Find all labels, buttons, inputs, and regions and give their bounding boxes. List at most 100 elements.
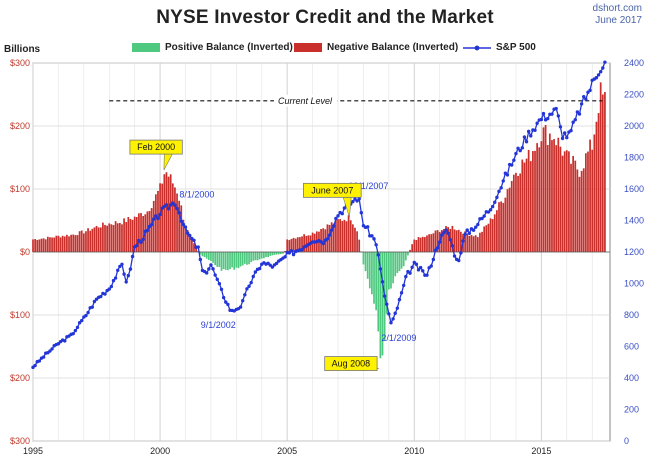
credit-bar bbox=[121, 224, 123, 252]
credit-bar bbox=[169, 174, 172, 252]
credit-bar bbox=[343, 219, 346, 252]
credit-bar bbox=[504, 197, 507, 252]
sp500-point bbox=[355, 199, 359, 203]
credit-bar bbox=[385, 252, 388, 314]
credit-bar bbox=[519, 173, 522, 252]
credit-bar bbox=[351, 224, 354, 252]
sp500-point bbox=[450, 244, 455, 248]
x-tick-label: 2010 bbox=[404, 446, 424, 456]
credit-bar bbox=[152, 200, 155, 252]
credit-bar bbox=[337, 219, 339, 252]
sp500-point bbox=[467, 231, 472, 235]
sp500-point bbox=[249, 280, 253, 285]
credit-bar bbox=[498, 202, 500, 252]
sp500-point bbox=[482, 214, 486, 218]
sp500-point bbox=[533, 128, 537, 132]
credit-bar bbox=[415, 239, 418, 252]
sp500-point bbox=[382, 294, 387, 298]
credit-bar bbox=[190, 238, 193, 252]
credit-bar bbox=[159, 183, 161, 252]
sp500-point bbox=[433, 248, 438, 252]
sp500-point bbox=[410, 265, 414, 269]
credit-bar bbox=[282, 252, 284, 254]
credit-bar bbox=[93, 227, 96, 252]
sp500-point bbox=[139, 240, 143, 244]
credit-bar bbox=[328, 224, 331, 252]
credit-bar bbox=[515, 172, 517, 252]
credit-bar bbox=[135, 217, 138, 252]
credit-bar bbox=[574, 160, 577, 252]
credit-bar bbox=[491, 219, 494, 252]
sp500-point bbox=[431, 257, 436, 262]
left-tick-label: $300 bbox=[10, 436, 30, 446]
sp500-point bbox=[156, 216, 160, 221]
sp500-point bbox=[378, 267, 383, 271]
sp500-point bbox=[92, 299, 97, 304]
credit-bar bbox=[546, 145, 549, 252]
sp500-point bbox=[221, 295, 226, 300]
sp500-point bbox=[41, 355, 46, 359]
sp500-point bbox=[577, 112, 582, 116]
credit-bar bbox=[411, 244, 414, 252]
credit-bar bbox=[460, 231, 462, 252]
credit-bar bbox=[474, 235, 477, 252]
credit-bar bbox=[195, 247, 197, 252]
credit-bar bbox=[59, 237, 62, 252]
sp500-point bbox=[435, 246, 440, 250]
credit-bar bbox=[453, 229, 456, 252]
sp500-point bbox=[291, 252, 296, 257]
credit-bar bbox=[68, 236, 70, 252]
sp500-point bbox=[247, 284, 251, 288]
credit-bar bbox=[517, 175, 519, 252]
sp500-point bbox=[393, 311, 397, 315]
credit-bar bbox=[375, 252, 378, 311]
sp500-point bbox=[408, 271, 412, 275]
credit-bar bbox=[70, 234, 72, 252]
sp500-point bbox=[116, 268, 120, 272]
sp500-point bbox=[399, 291, 404, 295]
right-tick-label: 2400 bbox=[624, 58, 644, 68]
sp500-point bbox=[501, 179, 505, 183]
credit-bar bbox=[106, 225, 109, 252]
source-site: dshort.com bbox=[592, 3, 642, 14]
sp500-point bbox=[573, 117, 577, 122]
credit-bar bbox=[265, 252, 267, 257]
sp500-point bbox=[238, 305, 243, 309]
credit-bar bbox=[114, 221, 117, 252]
credit-bar bbox=[89, 230, 92, 252]
credit-bar bbox=[508, 187, 511, 252]
sp500-point bbox=[122, 272, 126, 276]
sp500-point bbox=[209, 263, 213, 267]
sp500-point bbox=[387, 312, 391, 316]
legend-positive-swatch bbox=[132, 43, 160, 52]
credit-bar bbox=[557, 137, 560, 252]
credit-bar bbox=[548, 133, 551, 252]
credit-bar bbox=[154, 194, 157, 252]
credit-bar bbox=[66, 234, 68, 252]
sp500-point bbox=[289, 248, 294, 253]
credit-bar bbox=[601, 94, 604, 252]
credit-bar bbox=[233, 252, 236, 270]
credit-bar bbox=[542, 127, 545, 252]
sp500-point bbox=[556, 114, 561, 118]
credit-bar bbox=[112, 225, 115, 252]
credit-bar bbox=[212, 252, 214, 263]
credit-bar bbox=[532, 151, 534, 252]
sp500-point bbox=[493, 200, 497, 204]
sp500-point bbox=[414, 262, 419, 266]
sp500-point bbox=[512, 158, 516, 162]
credit-bar bbox=[424, 237, 426, 252]
sp500-point bbox=[158, 212, 162, 217]
credit-bar bbox=[457, 229, 460, 252]
credit-bar bbox=[580, 170, 583, 252]
sp500-point bbox=[374, 243, 378, 247]
credit-bar bbox=[36, 239, 39, 252]
credit-bar bbox=[599, 82, 602, 252]
credit-bar bbox=[591, 149, 594, 252]
credit-bar bbox=[390, 252, 392, 289]
current-level-label-bg bbox=[273, 94, 337, 107]
sp500-point bbox=[270, 265, 275, 269]
left-tick-label: $100 bbox=[10, 310, 30, 320]
credit-bar bbox=[379, 252, 382, 359]
credit-bar bbox=[142, 215, 145, 252]
